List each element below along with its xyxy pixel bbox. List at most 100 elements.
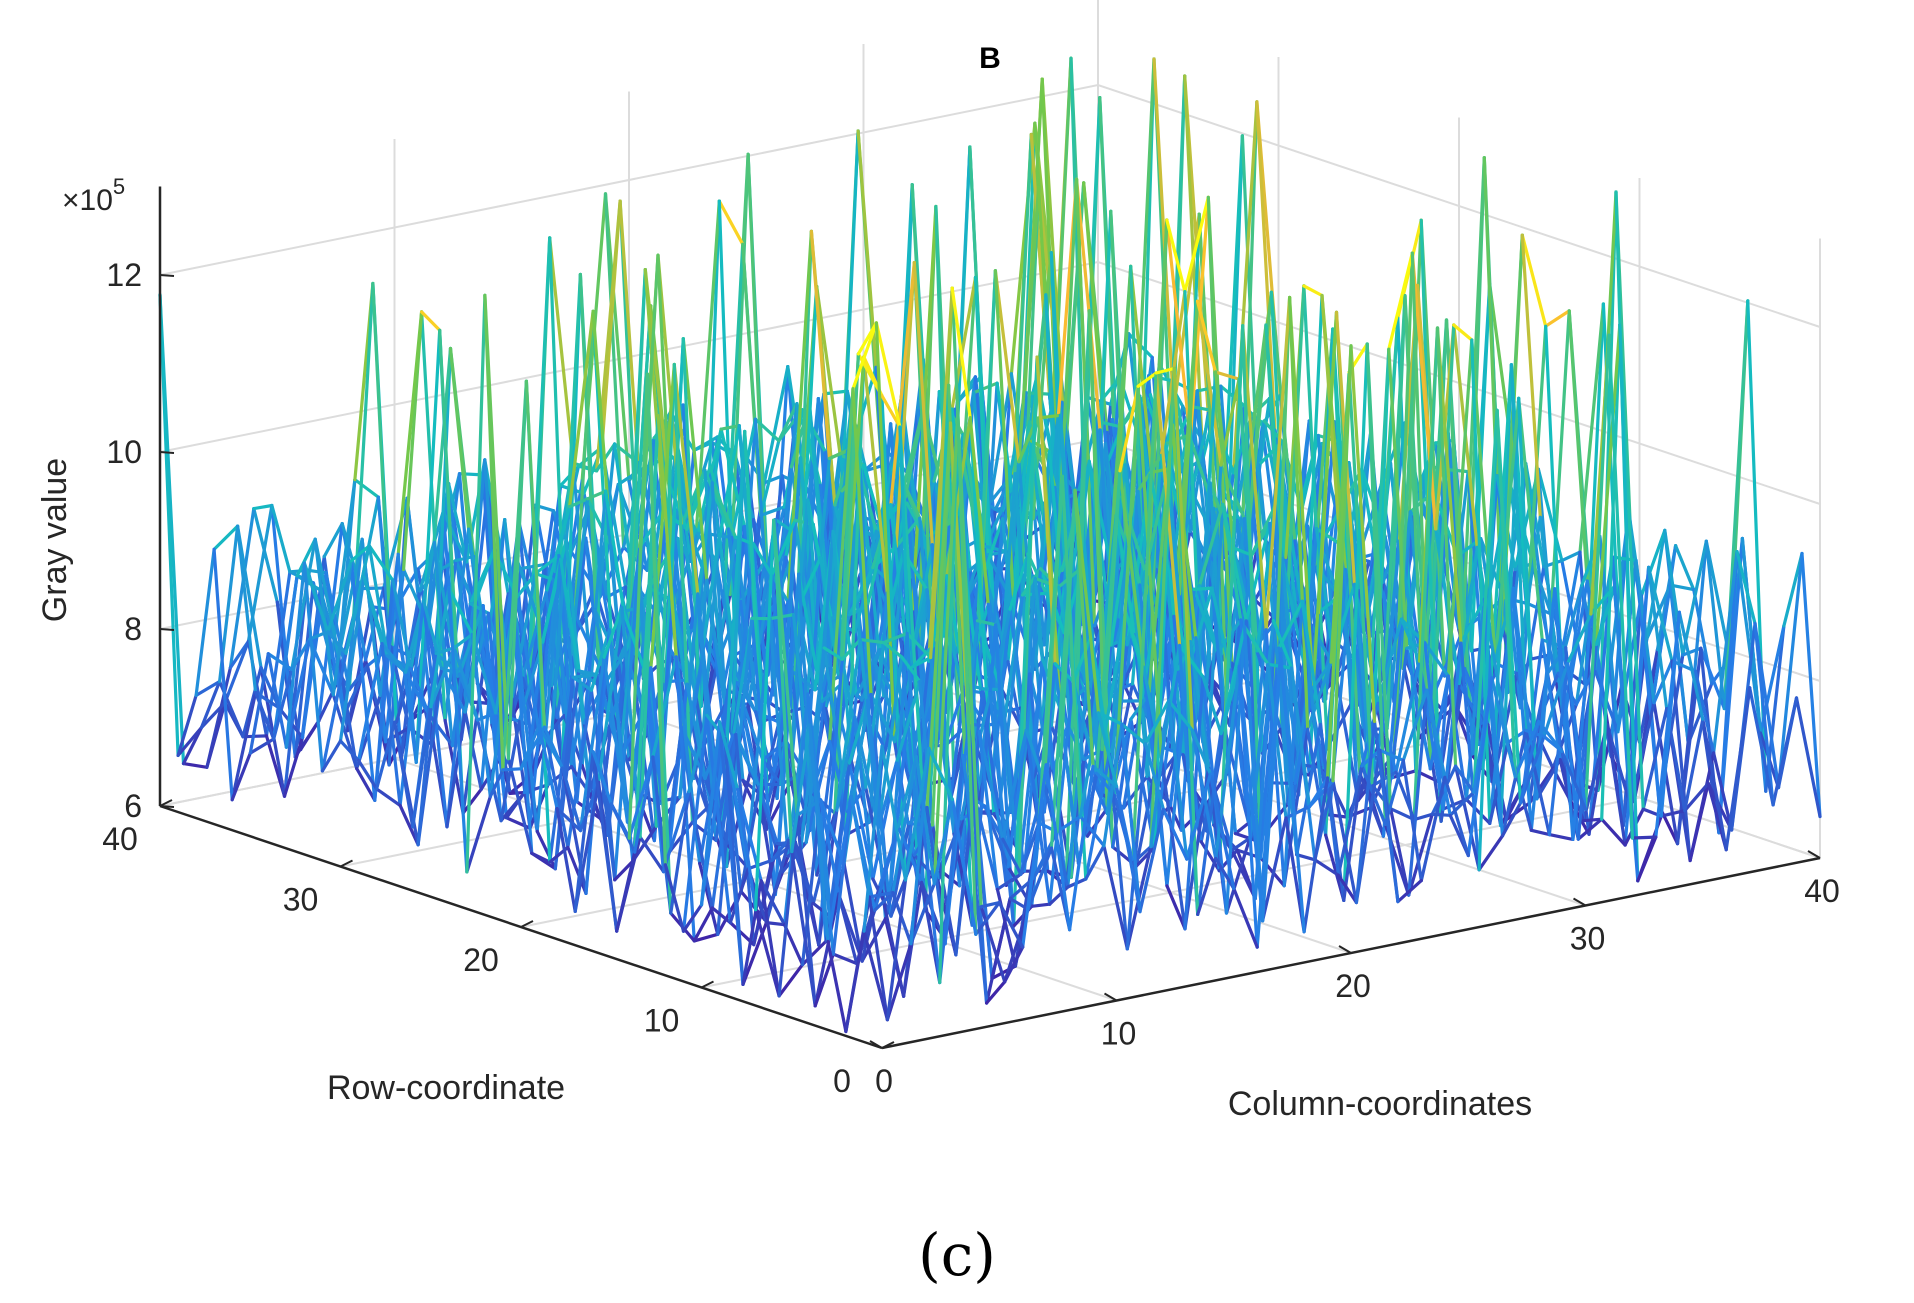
mesh-segment <box>1486 363 1514 727</box>
mesh-segment <box>981 544 1008 554</box>
mesh-segment <box>1412 812 1434 822</box>
mesh-segment <box>1654 610 1681 839</box>
mesh-segment <box>645 372 668 867</box>
mesh-segment <box>1470 338 1497 662</box>
mesh-segment <box>1354 719 1377 905</box>
mesh-segment <box>461 787 483 815</box>
mesh-segment <box>1118 469 1146 669</box>
mesh-segment <box>876 655 904 830</box>
mesh-segment <box>764 836 792 925</box>
mesh-segment <box>510 571 538 701</box>
mesh-segment <box>1289 666 1312 809</box>
mesh-segment <box>968 416 990 607</box>
mesh-segment <box>710 481 738 539</box>
mesh-segment <box>759 505 786 517</box>
mesh-segment <box>1565 612 1593 666</box>
mesh-segment <box>1300 599 1322 727</box>
mesh-segment <box>1782 551 1804 628</box>
mesh-segment <box>537 724 565 770</box>
mesh-segment <box>1735 549 1763 735</box>
mesh-segment <box>1453 764 1476 794</box>
mesh-segment <box>578 655 606 833</box>
mesh-segment <box>1306 660 1333 731</box>
mesh-segment <box>501 767 523 772</box>
mesh-segment <box>836 892 859 966</box>
mesh-segment <box>615 850 637 933</box>
mesh-segment <box>1536 467 1564 563</box>
mesh-segment <box>773 613 796 897</box>
mesh-segment <box>488 757 510 799</box>
mesh-segment <box>1091 764 1119 789</box>
mesh-segment <box>468 602 490 615</box>
mesh-segment <box>1688 781 1710 863</box>
mesh-segment <box>1607 333 1635 840</box>
mesh-segment <box>1192 587 1220 655</box>
x-tick-label: 0 <box>875 1063 893 1099</box>
mesh-segment <box>1374 536 1402 779</box>
mesh-segment <box>1172 366 1194 732</box>
mesh-segment <box>537 724 559 811</box>
mesh-segment <box>1529 587 1557 832</box>
mesh-segment <box>1600 817 1627 847</box>
mesh-segment <box>1011 355 1039 928</box>
mesh-segment <box>752 858 774 947</box>
mesh-segment <box>512 605 534 855</box>
y-tick-label: 40 <box>102 821 138 857</box>
mesh-segment <box>1645 528 1667 641</box>
mesh-segment <box>1114 784 1142 914</box>
mesh-segment <box>1410 251 1438 531</box>
mesh-segment <box>1401 688 1429 763</box>
mesh-segment <box>753 417 781 443</box>
mesh-segment <box>1084 844 1106 881</box>
mesh-segment <box>1600 323 1622 821</box>
mesh-segment <box>746 573 774 706</box>
mesh-segment <box>772 518 794 854</box>
mesh-segment <box>1003 907 1030 984</box>
mesh-segment <box>573 750 595 914</box>
mesh-segment <box>1214 856 1236 891</box>
z-tick-label: 12 <box>106 257 142 293</box>
mesh-segment <box>1735 549 1757 626</box>
mesh-segment <box>656 413 678 659</box>
mesh-segment <box>313 537 341 659</box>
mesh-segment <box>705 713 732 925</box>
mesh-segment <box>873 890 895 912</box>
mesh-segment <box>872 661 895 718</box>
mesh-segment <box>818 798 846 866</box>
mesh-segment <box>602 605 624 659</box>
mesh-segment <box>403 598 426 674</box>
mesh-segment <box>212 524 240 552</box>
mesh-segment <box>1190 405 1212 412</box>
mesh-segment <box>1325 344 1353 780</box>
mesh-segment <box>465 794 492 874</box>
mesh-segment <box>741 878 763 987</box>
mesh-segment <box>393 720 415 829</box>
mesh-segment <box>364 586 386 662</box>
mesh-segment <box>452 646 480 722</box>
mesh-segment <box>728 866 751 925</box>
mesh-segment <box>1544 309 1571 328</box>
mesh-segment <box>284 637 312 749</box>
mesh-segment <box>1511 586 1533 832</box>
mesh-segment <box>284 561 306 749</box>
mesh-segment <box>762 365 790 485</box>
mesh-segment <box>1748 686 1775 807</box>
mesh-segment <box>533 571 556 582</box>
mesh-segment <box>519 724 541 771</box>
mesh-segment <box>1028 672 1055 773</box>
mesh-segment <box>627 755 655 840</box>
mesh-segment <box>1102 844 1129 951</box>
mesh-segment <box>1542 661 1570 739</box>
mesh-segment <box>176 693 198 758</box>
mesh-segment <box>506 757 534 855</box>
mesh-segment <box>633 413 660 854</box>
mesh-segment <box>432 540 454 748</box>
y-tick <box>520 920 534 928</box>
mesh-segment <box>1266 662 1288 820</box>
mesh-segment <box>1282 599 1304 888</box>
mesh-segment <box>1412 326 1440 822</box>
mesh-segment <box>1177 643 1205 679</box>
mesh-segment <box>470 632 498 715</box>
mesh-segment <box>1195 299 1223 467</box>
mesh-segment <box>681 337 709 582</box>
